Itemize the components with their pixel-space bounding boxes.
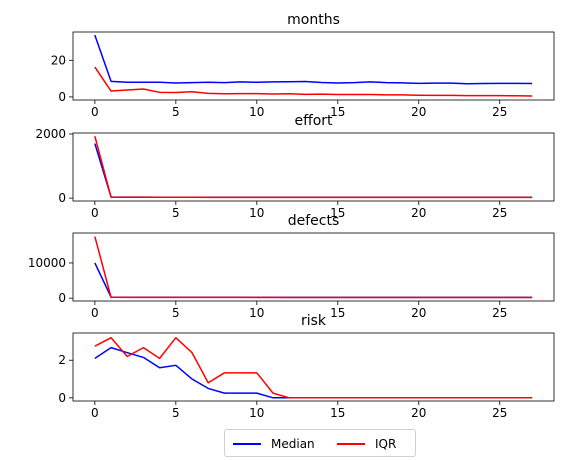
x-tick-label-months-10: 10	[249, 105, 264, 119]
x-tick-label-months-5: 5	[172, 105, 180, 119]
y-tick-label-risk-2: 2	[58, 353, 66, 367]
series-line-defects-iqr	[94, 236, 533, 299]
x-tick-label-defects-0: 0	[91, 306, 99, 320]
x-tick-label-risk-15: 15	[330, 406, 345, 420]
x-tick-label-defects-5: 5	[172, 306, 180, 320]
x-tick-label-months-15: 15	[330, 105, 345, 119]
panel-title-months: months	[287, 12, 340, 28]
x-tick-label-risk-25: 25	[492, 406, 507, 420]
panel-title-effort: effort	[294, 113, 333, 129]
y-tick-label-defects-0: 0	[58, 291, 66, 305]
y-tick-label-defects-10000: 10000	[28, 256, 66, 270]
x-tick-label-effort-5: 5	[172, 206, 180, 220]
series-line-months-iqr	[94, 66, 533, 97]
y-tick-label-risk-0: 0	[58, 391, 66, 405]
y-tick-label-effort-0: 0	[58, 191, 66, 205]
x-tick-label-effort-0: 0	[91, 206, 99, 220]
x-tick-label-defects-20: 20	[411, 306, 426, 320]
x-tick-label-months-25: 25	[492, 105, 507, 119]
legend-swatch-median	[233, 443, 261, 445]
series-line-risk-iqr	[94, 336, 533, 399]
x-tick-label-months-20: 20	[411, 105, 426, 119]
x-tick-label-defects-15: 15	[330, 306, 345, 320]
x-tick-label-effort-15: 15	[330, 206, 345, 220]
legend-label-iqr: IQR	[375, 437, 397, 451]
legend-swatch-iqr	[337, 443, 365, 445]
x-tick-label-risk-20: 20	[411, 406, 426, 420]
y-tick-label-effort-2000: 2000	[35, 127, 66, 141]
series-line-effort-median	[94, 143, 533, 199]
axes-frame-months	[72, 31, 555, 101]
series-line-risk-median	[94, 346, 533, 399]
axes-frame-defects	[72, 232, 555, 302]
panel-title-risk: risk	[301, 313, 327, 329]
x-tick-label-months-0: 0	[91, 105, 99, 119]
legend-label-median: Median	[271, 437, 315, 451]
x-tick-label-effort-10: 10	[249, 206, 264, 220]
axes-frame-effort	[72, 132, 555, 202]
x-tick-label-effort-25: 25	[492, 206, 507, 220]
axes-frame-risk	[72, 332, 555, 402]
x-tick-label-risk-5: 5	[172, 406, 180, 420]
panel-title-defects: defects	[288, 213, 340, 229]
x-tick-label-risk-10: 10	[249, 406, 264, 420]
y-tick-label-months-0: 0	[58, 90, 66, 104]
series-line-effort-iqr	[94, 136, 533, 199]
x-tick-label-risk-0: 0	[91, 406, 99, 420]
series-line-defects-median	[94, 262, 533, 299]
x-tick-label-defects-10: 10	[249, 306, 264, 320]
legend: Median IQR	[224, 429, 416, 457]
y-tick-label-months-20: 20	[51, 53, 66, 67]
x-tick-label-defects-25: 25	[492, 306, 507, 320]
x-tick-label-effort-20: 20	[411, 206, 426, 220]
series-line-months-median	[94, 34, 533, 85]
